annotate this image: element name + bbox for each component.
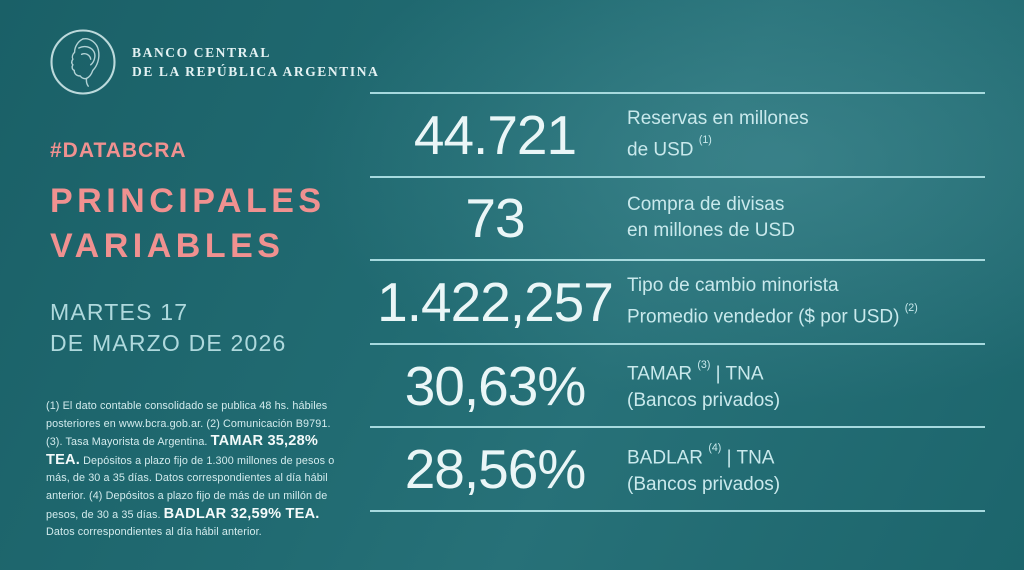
label-line-1: TAMAR (3) | TNA bbox=[627, 358, 764, 385]
date-line-1: MARTES 17 bbox=[50, 299, 189, 325]
stats-table: 44.721 Reservas en millones de USD (1) 7… bbox=[370, 92, 985, 512]
footnote-text: (1) El dato contable consolidado se publ… bbox=[46, 400, 335, 539]
table-row-badlar: 28,56% BADLAR (4) | TNA (Bancos privados… bbox=[370, 428, 985, 512]
stat-value: 73 bbox=[465, 187, 525, 250]
liberty-medallion-icon bbox=[50, 29, 116, 95]
title-line-2: VARIABLES bbox=[50, 227, 285, 265]
label-line-1: Tipo de cambio minorista bbox=[627, 274, 839, 296]
report-date: MARTES 17 DE MARZO DE 2026 bbox=[50, 297, 287, 359]
stat-label: Reservas en millones de USD (1) bbox=[620, 106, 809, 164]
table-row-tipo-cambio: 1.422,257 Tipo de cambio minorista Prome… bbox=[370, 261, 985, 345]
bcra-logo: BANCO CENTRAL DE LA REPÚBLICA ARGENTINA bbox=[48, 27, 379, 97]
label-line-2: de USD (1) bbox=[627, 134, 712, 161]
table-row-reservas: 44.721 Reservas en millones de USD (1) bbox=[370, 94, 985, 178]
table-row-tamar: 30,63% TAMAR (3) | TNA (Bancos privados) bbox=[370, 345, 985, 429]
stat-label: TAMAR (3) | TNA (Bancos privados) bbox=[620, 356, 780, 414]
label-line-2: Promedio vendedor ($ por USD) (2) bbox=[627, 301, 918, 328]
label-line-1: Compra de divisas bbox=[627, 193, 785, 215]
label-line-1: Reservas en millones bbox=[627, 107, 809, 129]
hashtag-databcra: #DATABCRA bbox=[50, 139, 187, 162]
date-line-2: DE MARZO DE 2026 bbox=[50, 330, 287, 356]
label-line-2: (Bancos privados) bbox=[627, 473, 781, 495]
stat-value: 30,63% bbox=[404, 354, 587, 417]
label-line-2: (Bancos privados) bbox=[627, 390, 781, 412]
table-row-compra-divisas: 73 Compra de divisas en millones de USD bbox=[370, 178, 985, 262]
label-line-2: en millones de USD bbox=[627, 220, 795, 242]
brand-wordmark: BANCO CENTRAL DE LA REPÚBLICA ARGENTINA bbox=[132, 43, 379, 81]
brand-line-2: DE LA REPÚBLICA ARGENTINA bbox=[132, 64, 380, 79]
stat-label: Compra de divisas en millones de USD bbox=[620, 192, 795, 245]
stat-value: 28,56% bbox=[404, 438, 587, 501]
label-line-1: BADLAR (4) | TNA bbox=[627, 442, 775, 469]
title-line-1: PRINCIPALES bbox=[50, 182, 326, 220]
stat-label: BADLAR (4) | TNA (Bancos privados) bbox=[620, 440, 780, 498]
stat-value: 1.422,257 bbox=[377, 270, 614, 333]
stat-label: Tipo de cambio minorista Promedio vended… bbox=[620, 273, 918, 331]
brand-line-1: BANCO CENTRAL bbox=[132, 45, 271, 60]
page-title: PRINCIPALES VARIABLES bbox=[50, 179, 326, 269]
stat-value: 44.721 bbox=[413, 103, 577, 166]
